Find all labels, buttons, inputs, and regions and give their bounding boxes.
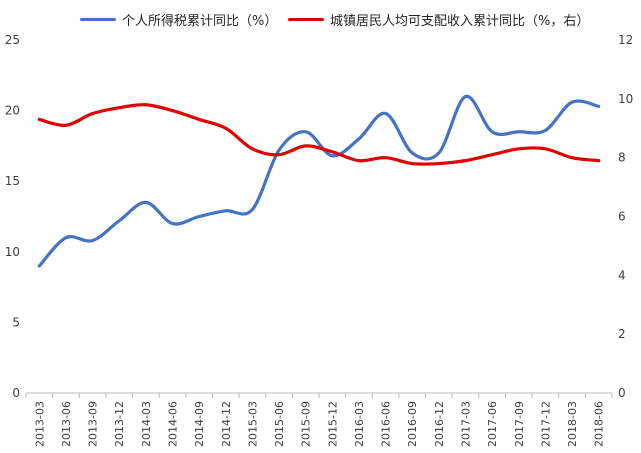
x-tick-label: 2016-12 xyxy=(433,401,446,447)
x-tick-label: 2013-12 xyxy=(113,401,126,447)
x-tick-label: 2013-09 xyxy=(87,401,100,447)
series-line-1 xyxy=(37,94,601,268)
x-tick-label: 2016-03 xyxy=(353,401,366,447)
x-tick-label: 2015-12 xyxy=(326,401,339,447)
y-right-tick-label: 2 xyxy=(618,327,626,341)
x-tick-label: 2017-12 xyxy=(539,401,552,447)
y-right-tick-label: 12 xyxy=(618,33,633,47)
y-right-tick-label: 4 xyxy=(618,268,626,282)
y-right-tick-label: 0 xyxy=(618,386,626,400)
y-left-tick-label: 20 xyxy=(5,104,20,118)
legend-label-series-1: 个人所得税累计同比（%） xyxy=(122,13,278,29)
y-left-tick-label: 15 xyxy=(5,174,20,188)
x-tick-label: 2015-09 xyxy=(300,401,313,447)
y-left-tick-label: 25 xyxy=(5,33,20,47)
y-left-tick-label: 0 xyxy=(12,386,20,400)
legend-swatch-series-1 xyxy=(80,17,116,21)
legend-item-series-2: 城镇居民人均可支配收入累计同比（%，右） xyxy=(288,8,589,30)
y-right-tick-label: 6 xyxy=(618,210,626,224)
series-line-2 xyxy=(37,103,601,166)
x-tick-label: 2014-06 xyxy=(167,401,180,447)
x-tick-label: 2014-12 xyxy=(220,401,233,447)
y-left-tick-label: 5 xyxy=(12,315,20,329)
axes: 2013-03 2013-06 2013-09 2013-12 2014-03 2014-… xyxy=(5,33,634,447)
x-tick-label: 2017-06 xyxy=(486,401,499,447)
x-tick-label: 2013-03 xyxy=(33,401,46,447)
x-tick-label: 2018-06 xyxy=(593,401,606,447)
x-tick-label: 2016-06 xyxy=(380,401,393,447)
x-tick-label: 2017-09 xyxy=(513,401,526,447)
y-right-tick-label: 8 xyxy=(618,151,626,165)
x-tick-label: 2015-06 xyxy=(273,401,286,447)
x-tick-label: 2014-03 xyxy=(140,401,153,447)
x-tick-label: 2018-03 xyxy=(566,401,579,447)
y-right-tick-label: 10 xyxy=(618,92,633,106)
legend-item-series-1: 个人所得税累计同比（%） xyxy=(80,8,277,30)
x-tick-label: 2016-09 xyxy=(406,401,419,447)
x-tick-label: 2013-06 xyxy=(60,401,73,447)
series-layer xyxy=(37,94,601,268)
legend-swatch-series-2 xyxy=(288,17,324,21)
legend: 个人所得税累计同比（%） 城镇居民人均可支配收入累计同比（%，右） xyxy=(0,8,641,30)
x-tick-label: 2017-03 xyxy=(460,401,473,447)
legend-label-series-2: 城镇居民人均可支配收入累计同比（%，右） xyxy=(330,13,590,29)
x-tick-label: 2014-09 xyxy=(193,401,206,447)
y-left-tick-label: 10 xyxy=(5,245,20,259)
x-tick-label: 2015-03 xyxy=(246,401,259,447)
